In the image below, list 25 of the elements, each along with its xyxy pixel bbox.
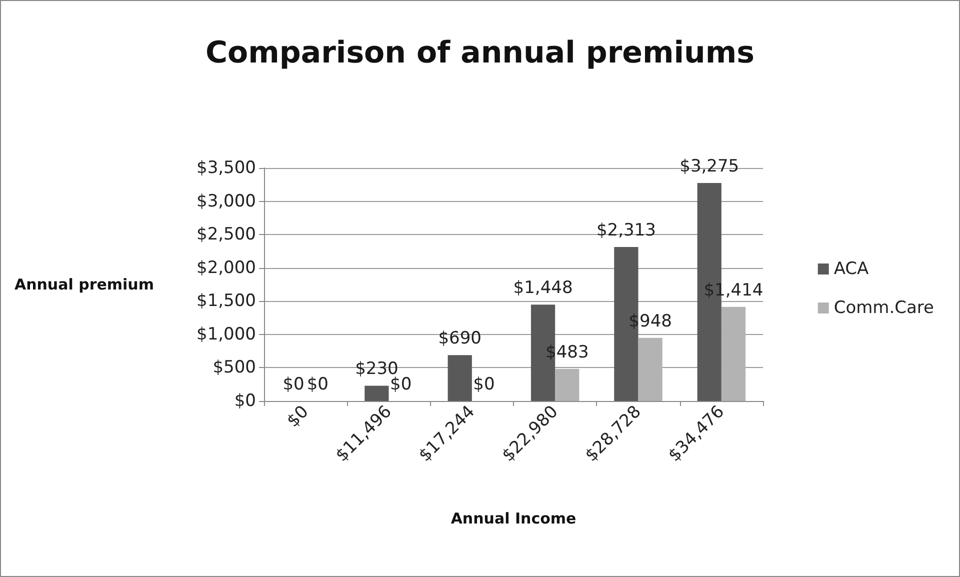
y-tick-label: $2,500 bbox=[196, 224, 256, 245]
x-axis-title: Annual Income bbox=[450, 510, 576, 528]
y-tick-label: $3,500 bbox=[196, 158, 256, 178]
y-tick-label: $500 bbox=[212, 358, 256, 378]
data-label: $1,448 bbox=[513, 278, 573, 298]
legend-label: Comm.Care bbox=[834, 298, 934, 318]
y-tick-label: $1,000 bbox=[196, 324, 256, 344]
y-tick-label: $1,500 bbox=[196, 291, 256, 312]
y-tick-label: $2,000 bbox=[196, 258, 256, 278]
data-label: $2,313 bbox=[596, 220, 656, 241]
legend-label: ACA bbox=[834, 259, 870, 279]
chart-title: Comparison of annual premiums bbox=[206, 36, 754, 70]
bar bbox=[364, 386, 389, 401]
data-label: $690 bbox=[438, 328, 482, 349]
bar bbox=[721, 306, 746, 401]
data-label: $0 bbox=[306, 374, 328, 394]
bar bbox=[448, 355, 472, 401]
x-tick-label: $0 bbox=[283, 402, 313, 432]
bar bbox=[555, 368, 580, 401]
y-tick-label: $3,000 bbox=[196, 191, 256, 212]
data-label: $0 bbox=[282, 374, 304, 394]
y-axis-title: Annual premium bbox=[14, 276, 154, 294]
data-label: $0 bbox=[473, 374, 495, 394]
bar bbox=[638, 338, 662, 401]
data-label: $3,275 bbox=[680, 156, 740, 176]
